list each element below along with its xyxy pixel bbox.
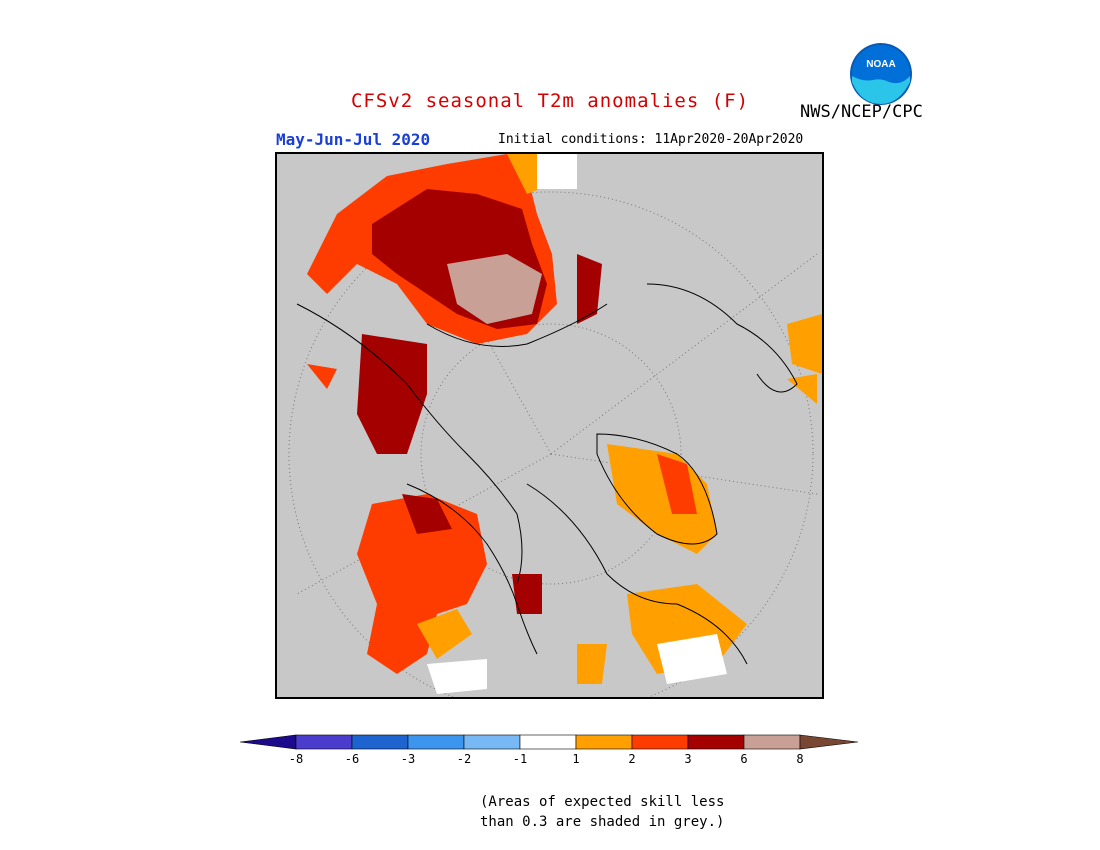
- anomaly-region-midwest: [577, 644, 607, 684]
- polar-map: [275, 152, 824, 699]
- colorbar-label: 8: [796, 752, 804, 766]
- coastline-greenland: [596, 433, 718, 545]
- anomaly-region-us-white: [657, 634, 727, 684]
- initial-conditions-label: Initial conditions: 11Apr2020-20Apr2020: [498, 132, 804, 147]
- colorbar-label: -3: [400, 752, 416, 766]
- colorbar-label: 3: [684, 752, 692, 766]
- colorbar-segment: [687, 734, 745, 750]
- map-lat-circle: [420, 323, 682, 585]
- anomaly-region-asia-brown: [447, 254, 542, 324]
- noaa-logo: NOAA: [849, 42, 913, 106]
- anomaly-region-scandinavia: [512, 574, 542, 614]
- anomaly-region-alaska-2: [787, 374, 817, 404]
- colorbar-segment: [351, 734, 409, 750]
- anomaly-region-greenland: [607, 444, 717, 554]
- anomaly-region-europe-light: [417, 609, 472, 659]
- colorbar-segment: [575, 734, 633, 750]
- colorbar-label: -1: [512, 752, 528, 766]
- colorbar-arrow-high: [799, 734, 859, 750]
- colorbar-segment: [295, 734, 353, 750]
- colorbar-segment: [463, 734, 521, 750]
- map-outer-circle: [288, 191, 814, 697]
- colorbar-label: -8: [288, 752, 304, 766]
- colorbar-label: 6: [740, 752, 748, 766]
- colorbar-label: 2: [628, 752, 636, 766]
- colorbar-segment: [519, 734, 577, 750]
- colorbar-label: 1: [572, 752, 580, 766]
- colorbar-segment: [631, 734, 689, 750]
- coastline-alaska: [646, 283, 798, 393]
- skill-note: (Areas of expected skill less than 0.3 a…: [480, 792, 724, 832]
- anomaly-region-alaska: [787, 314, 822, 374]
- anomaly-region-west-asia: [307, 364, 337, 389]
- colorbar-label: -2: [456, 752, 472, 766]
- colorbar-segment: [743, 734, 801, 750]
- anomaly-region-europe-orange: [357, 494, 487, 674]
- colorbar-arrow-low: [239, 734, 297, 750]
- meridian: [550, 453, 818, 495]
- anomaly-region-china-dark: [357, 334, 427, 454]
- colorbar-label: -6: [344, 752, 360, 766]
- colorbar: [239, 734, 860, 754]
- anomaly-region-africa-white: [427, 659, 487, 694]
- chart-title: CFSv2 seasonal T2m anomalies (F): [350, 90, 750, 112]
- coastline-asia: [296, 303, 523, 585]
- coastline-canada: [526, 483, 748, 665]
- meridian: [296, 453, 552, 595]
- logo-text: NOAA: [866, 59, 895, 70]
- skill-note-line-2: than 0.3 are shaded in grey.): [480, 814, 725, 830]
- anomaly-region-europe-dark: [402, 494, 452, 534]
- coastline-europe: [406, 483, 538, 655]
- colorbar-segment: [407, 734, 465, 750]
- anomaly-region-east-asia: [577, 254, 602, 324]
- agency-label: NWS/NCEP/CPC: [800, 102, 923, 122]
- coastline-arctic-russia: [426, 303, 608, 347]
- season-label: May-Jun-Jul 2020: [276, 130, 431, 149]
- anomaly-region-greenland-red: [657, 454, 697, 514]
- skill-note-line-1: (Areas of expected skill less: [480, 794, 725, 810]
- anomaly-region-white: [537, 154, 577, 189]
